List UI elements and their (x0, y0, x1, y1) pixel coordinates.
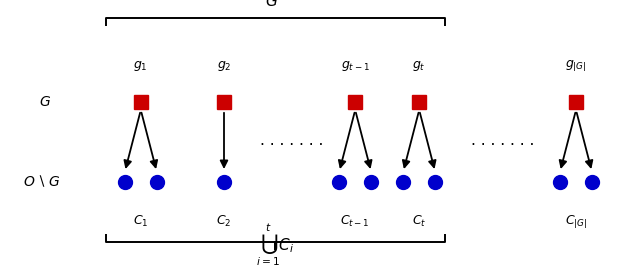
Text: $G^t$: $G^t$ (266, 0, 285, 10)
Text: $g_1$: $g_1$ (134, 59, 148, 73)
Text: $g_{t-1}$: $g_{t-1}$ (340, 59, 370, 73)
Text: $C_{t-1}$: $C_{t-1}$ (340, 214, 370, 229)
Text: $G$: $G$ (39, 95, 51, 109)
Text: $C_{|G|}$: $C_{|G|}$ (565, 213, 587, 230)
Text: . . . . . . .: . . . . . . . (259, 133, 323, 148)
Text: $C_1$: $C_1$ (133, 214, 148, 229)
Text: $C_2$: $C_2$ (216, 214, 232, 229)
Text: $g_2$: $g_2$ (217, 59, 231, 73)
Text: $O \setminus G$: $O \setminus G$ (23, 174, 60, 189)
Text: . . . . . . .: . . . . . . . (470, 133, 534, 148)
Text: $\bigcup_{i=1}^{t} C_i$: $\bigcup_{i=1}^{t} C_i$ (256, 222, 294, 268)
Text: $C_t$: $C_t$ (412, 214, 426, 229)
Text: $g_t$: $g_t$ (412, 59, 426, 73)
Text: $g_{|G|}$: $g_{|G|}$ (565, 58, 587, 73)
